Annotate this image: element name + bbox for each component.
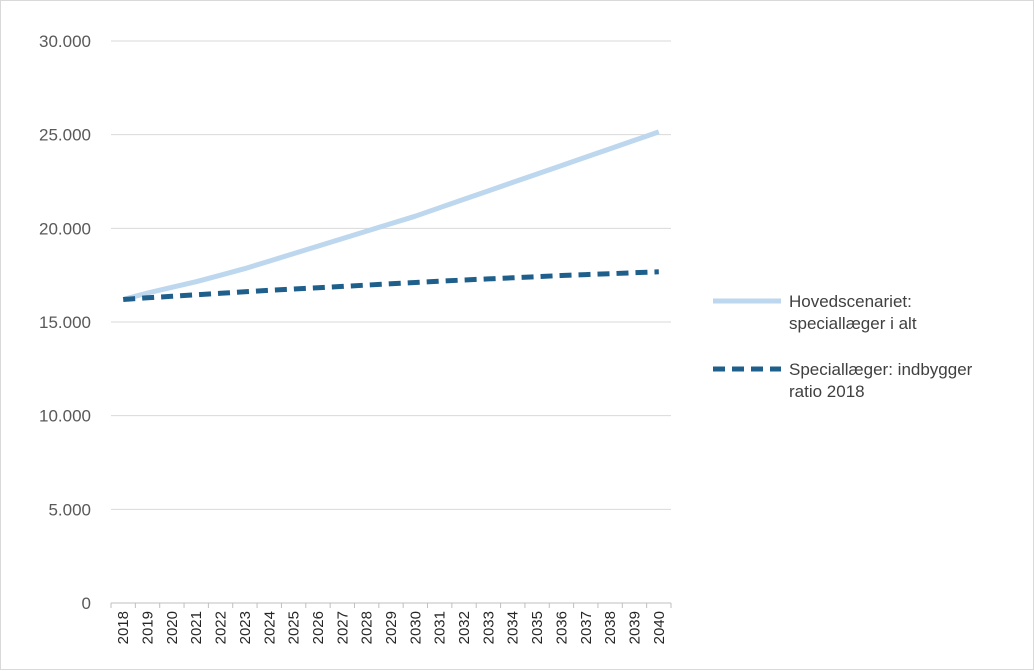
x-tick-label: 2025 xyxy=(286,611,303,644)
x-tick-label: 2026 xyxy=(310,611,327,644)
x-tick-label: 2033 xyxy=(480,611,497,644)
x-tick-label: 2024 xyxy=(261,611,278,644)
x-tick-label: 2022 xyxy=(213,611,230,644)
x-axis-tick-labels: 2018 2019 2020 2021 2022 2023 2024 2025 2026 2027… xyxy=(115,611,668,644)
x-tick-label: 2020 xyxy=(164,611,181,644)
x-tick-label: 2034 xyxy=(505,611,522,644)
x-tick-label: 2029 xyxy=(383,611,400,644)
x-tick-label: 2028 xyxy=(359,611,376,644)
x-tick-label: 2021 xyxy=(188,611,205,644)
x-tick-label: 2035 xyxy=(529,611,546,644)
y-tick-label: 30.000 xyxy=(39,32,91,51)
x-tick-label: 2019 xyxy=(140,611,157,644)
legend-label-1: speciallæger i alt xyxy=(789,314,917,333)
gridlines xyxy=(111,40,671,510)
x-tick-label: 2039 xyxy=(626,611,643,644)
y-tick-label: 20.000 xyxy=(39,219,91,238)
x-tick-label: 2023 xyxy=(237,611,254,644)
x-tick-label: 2040 xyxy=(651,611,668,644)
x-tick-label: 2031 xyxy=(432,611,449,644)
series-line-1 xyxy=(122,129,660,302)
x-axis xyxy=(110,602,672,608)
y-tick-label: 10.000 xyxy=(39,407,91,426)
y-tick-label: 0 xyxy=(82,594,91,613)
legend-label-2: ratio 2018 xyxy=(789,382,865,401)
x-tick-label: 2038 xyxy=(602,611,619,644)
legend: Hovedscenariet: speciallæger i alt Special… xyxy=(713,292,973,401)
series-lines xyxy=(122,129,660,302)
y-axis-tick-labels: 0 5.000 10.000 15.000 20.000 25.000 30.000 xyxy=(39,32,91,613)
series-line-2 xyxy=(123,269,659,302)
x-tick-label: 2036 xyxy=(553,611,570,644)
y-tick-label: 25.000 xyxy=(39,126,91,145)
x-tick-label: 2030 xyxy=(407,611,424,644)
x-tick-label: 2018 xyxy=(115,611,132,644)
x-tick-label: 2027 xyxy=(334,611,351,644)
y-tick-label: 5.000 xyxy=(48,500,91,519)
legend-label-1: Hovedscenariet: xyxy=(789,292,912,311)
legend-label-2: Speciallæger: indbygger xyxy=(789,360,973,379)
x-tick-label: 2032 xyxy=(456,611,473,644)
x-tick-label: 2037 xyxy=(578,611,595,644)
y-tick-label: 15.000 xyxy=(39,313,91,332)
